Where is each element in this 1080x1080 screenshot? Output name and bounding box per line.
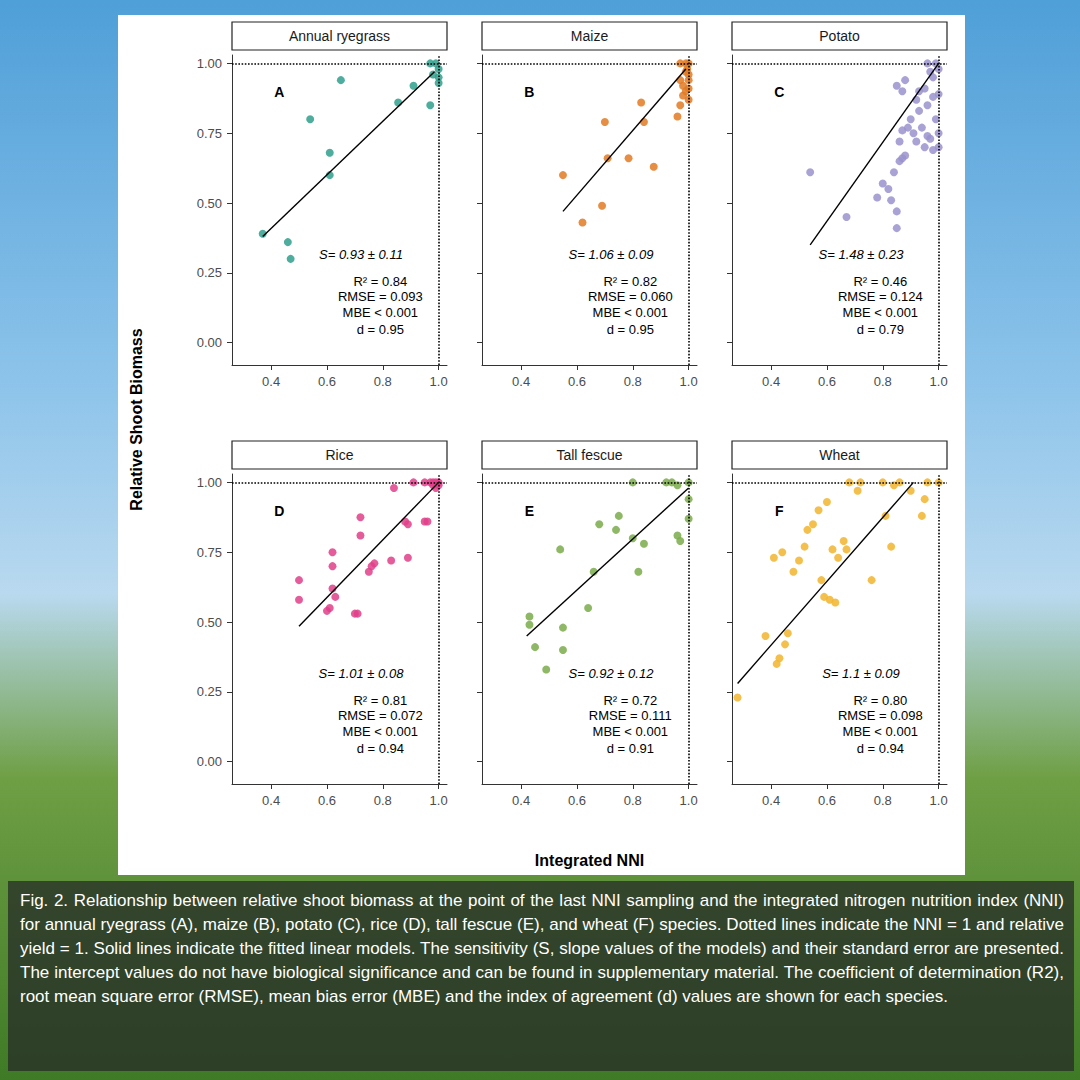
svg-text:1.00: 1.00 <box>197 475 222 490</box>
svg-text:0.4: 0.4 <box>512 374 530 389</box>
svg-text:1.0: 1.0 <box>430 793 448 808</box>
svg-text:S= 1.48 ± 0.23: S= 1.48 ± 0.23 <box>819 247 905 262</box>
svg-text:C: C <box>774 84 784 100</box>
svg-text:MBE < 0.001: MBE < 0.001 <box>593 305 669 320</box>
svg-text:A: A <box>274 84 284 100</box>
svg-text:S= 1.06 ± 0.09: S= 1.06 ± 0.09 <box>569 247 654 262</box>
svg-text:S= 0.93 ± 0.11: S= 0.93 ± 0.11 <box>319 247 403 262</box>
svg-text:d = 0.94: d = 0.94 <box>357 741 404 756</box>
svg-text:0.4: 0.4 <box>262 374 280 389</box>
svg-text:MBE < 0.001: MBE < 0.001 <box>343 305 419 320</box>
svg-text:B: B <box>524 84 534 100</box>
svg-text:R² = 0.80: R² = 0.80 <box>853 693 907 708</box>
svg-text:Tall fescue: Tall fescue <box>556 447 622 463</box>
svg-text:Annual ryegrass: Annual ryegrass <box>289 28 390 44</box>
svg-text:Relative Shoot Biomass: Relative Shoot Biomass <box>128 328 145 510</box>
svg-text:R² = 0.84: R² = 0.84 <box>353 274 407 289</box>
svg-text:S= 1.01 ± 0.08: S= 1.01 ± 0.08 <box>319 666 405 681</box>
svg-text:0.00: 0.00 <box>197 754 222 769</box>
svg-text:0.50: 0.50 <box>197 615 222 630</box>
html-text:Fig. 2. Relationship between r: Fig. 2. Relationship between relative sh… <box>20 891 1064 1006</box>
svg-text:d = 0.91: d = 0.91 <box>607 741 654 756</box>
svg-text:RMSE = 0.060: RMSE = 0.060 <box>588 289 673 304</box>
svg-text:Potato: Potato <box>819 28 860 44</box>
svg-text:MBE < 0.001: MBE < 0.001 <box>843 724 919 739</box>
svg-text:0.6: 0.6 <box>568 374 586 389</box>
svg-text:RMSE = 0.111: RMSE = 0.111 <box>589 708 672 723</box>
svg-text:0.8: 0.8 <box>624 793 642 808</box>
svg-text:0.6: 0.6 <box>318 793 336 808</box>
svg-text:d = 0.94: d = 0.94 <box>857 741 904 756</box>
svg-text:RMSE = 0.093: RMSE = 0.093 <box>338 289 423 304</box>
svg-text:0.75: 0.75 <box>197 126 222 141</box>
svg-text:0.4: 0.4 <box>762 793 780 808</box>
svg-text:MBE < 0.001: MBE < 0.001 <box>593 724 669 739</box>
svg-text:1.0: 1.0 <box>680 374 698 389</box>
svg-text:0.8: 0.8 <box>624 374 642 389</box>
svg-text:d = 0.95: d = 0.95 <box>607 322 654 337</box>
svg-text:0.75: 0.75 <box>197 545 222 560</box>
svg-text:0.6: 0.6 <box>818 793 836 808</box>
svg-text:F: F <box>775 503 784 519</box>
svg-text:RMSE = 0.098: RMSE = 0.098 <box>838 708 923 723</box>
svg-text:E: E <box>525 503 534 519</box>
svg-text:1.0: 1.0 <box>930 793 948 808</box>
svg-text:0.00: 0.00 <box>197 335 222 350</box>
svg-text:Integrated NNI: Integrated NNI <box>535 852 644 869</box>
svg-text:0.8: 0.8 <box>374 374 392 389</box>
svg-text:1.00: 1.00 <box>197 56 222 71</box>
svg-text:Wheat: Wheat <box>819 447 860 463</box>
svg-text:R² = 0.81: R² = 0.81 <box>353 693 407 708</box>
svg-text:R² = 0.46: R² = 0.46 <box>853 274 907 289</box>
svg-text:d = 0.79: d = 0.79 <box>857 322 904 337</box>
svg-text:D: D <box>274 503 284 519</box>
svg-text:RMSE = 0.072: RMSE = 0.072 <box>338 708 423 723</box>
svg-text:d = 0.95: d = 0.95 <box>357 322 404 337</box>
svg-text:0.6: 0.6 <box>818 374 836 389</box>
svg-text:0.50: 0.50 <box>197 196 222 211</box>
svg-text:0.4: 0.4 <box>512 793 530 808</box>
svg-text:0.6: 0.6 <box>568 793 586 808</box>
svg-text:MBE < 0.001: MBE < 0.001 <box>843 305 919 320</box>
svg-text:S= 0.92 ± 0.12: S= 0.92 ± 0.12 <box>569 666 655 681</box>
svg-text:0.25: 0.25 <box>197 265 222 280</box>
svg-text:1.0: 1.0 <box>680 793 698 808</box>
svg-text:1.0: 1.0 <box>930 374 948 389</box>
svg-text:MBE < 0.001: MBE < 0.001 <box>343 724 419 739</box>
svg-text:0.8: 0.8 <box>874 374 892 389</box>
svg-text:Maize: Maize <box>571 28 609 44</box>
svg-text:0.8: 0.8 <box>874 793 892 808</box>
svg-text:Rice: Rice <box>325 447 353 463</box>
svg-text:R² = 0.72: R² = 0.72 <box>603 693 657 708</box>
svg-text:0.4: 0.4 <box>762 374 780 389</box>
svg-text:R² = 0.82: R² = 0.82 <box>603 274 657 289</box>
svg-text:0.6: 0.6 <box>318 374 336 389</box>
svg-text:0.25: 0.25 <box>197 684 222 699</box>
svg-text:0.8: 0.8 <box>374 793 392 808</box>
svg-text:RMSE = 0.124: RMSE = 0.124 <box>838 289 923 304</box>
svg-text:1.0: 1.0 <box>430 374 448 389</box>
svg-text:S= 1.1 ± 0.09: S= 1.1 ± 0.09 <box>822 666 900 681</box>
svg-text:0.4: 0.4 <box>262 793 280 808</box>
